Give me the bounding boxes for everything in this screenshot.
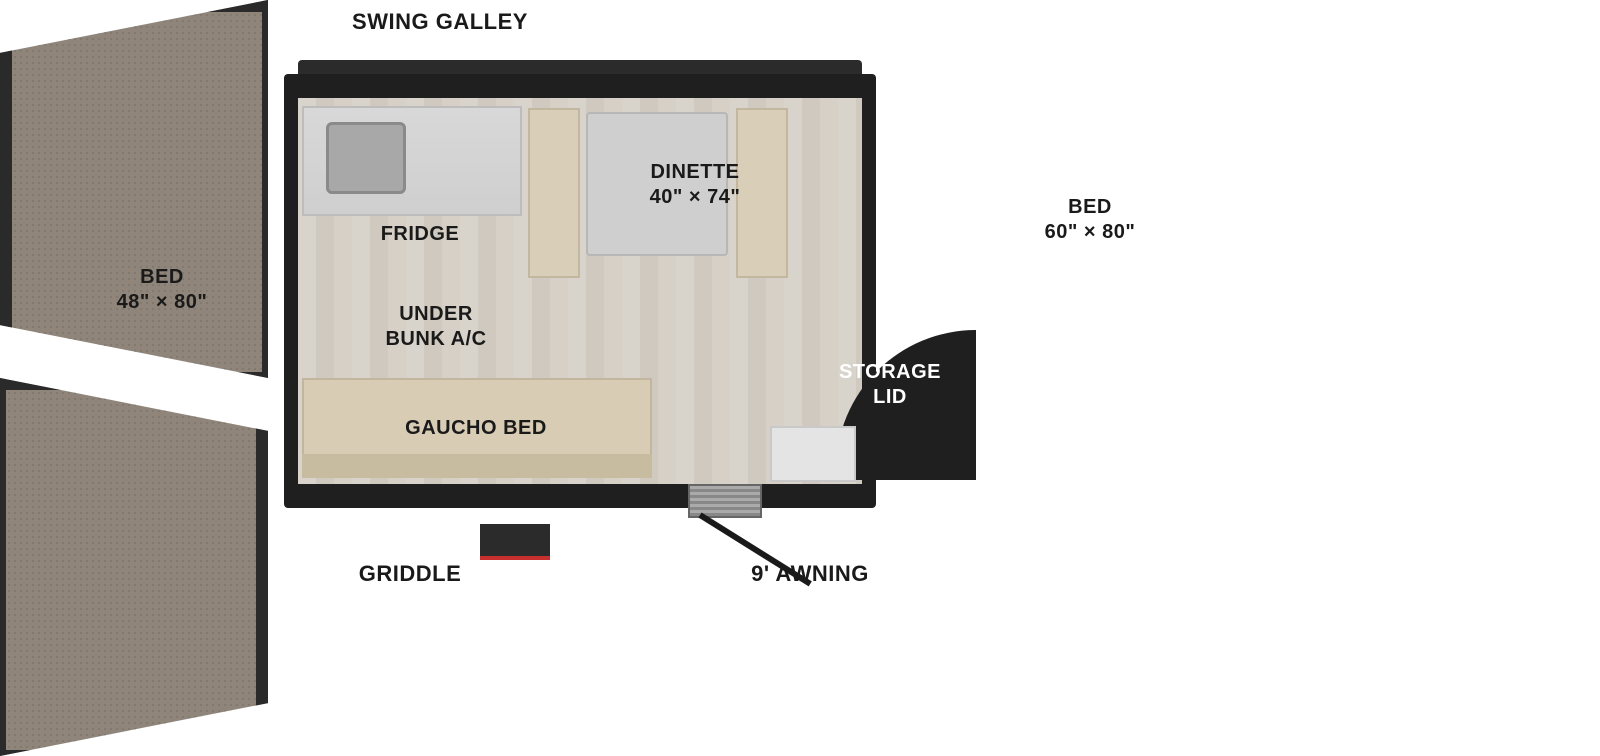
label-dinette-line2: 40" × 74" xyxy=(650,186,741,208)
label-fridge: FRIDGE xyxy=(350,222,490,247)
label-under-bunk-ac: UNDER BUNK A/C xyxy=(346,302,526,352)
label-gaucho: GAUCHO BED xyxy=(346,416,606,441)
label-dinette: DINETTE 40" × 74" xyxy=(600,160,790,210)
label-griddle: GRIDDLE xyxy=(310,560,510,588)
label-storage-line1: STORAGE xyxy=(839,361,941,383)
label-swing-galley: SWING GALLEY xyxy=(310,8,570,36)
entry-cabinet xyxy=(770,426,856,482)
dinette-seat-left xyxy=(528,108,580,278)
bed-end-right xyxy=(0,378,268,756)
label-storage-line2: LID xyxy=(873,386,907,408)
gaucho-cushion xyxy=(302,454,652,478)
label-ubac-line2: BUNK A/C xyxy=(385,328,486,350)
sink xyxy=(326,122,406,194)
bed-end-left xyxy=(0,0,268,378)
label-bed-left-line1: BED xyxy=(140,266,184,288)
label-dinette-line1: DINETTE xyxy=(650,161,739,183)
label-ubac-line1: UNDER xyxy=(399,303,473,325)
label-bed-left-line2: 48" × 80" xyxy=(117,291,208,313)
label-bed-right: BED 60" × 80" xyxy=(980,195,1200,245)
label-bed-right-line1: BED xyxy=(1068,196,1112,218)
label-storage: STORAGE LID xyxy=(810,360,970,410)
floorplan-canvas: SWING GALLEY BED 48" × 80" BED 60" × 80"… xyxy=(0,0,1600,620)
label-bed-left: BED 48" × 80" xyxy=(62,265,262,315)
entry-step xyxy=(688,484,762,518)
label-awning: 9' AWNING xyxy=(700,560,920,588)
label-bed-right-line2: 60" × 80" xyxy=(1045,221,1136,243)
griddle-box xyxy=(480,524,550,560)
